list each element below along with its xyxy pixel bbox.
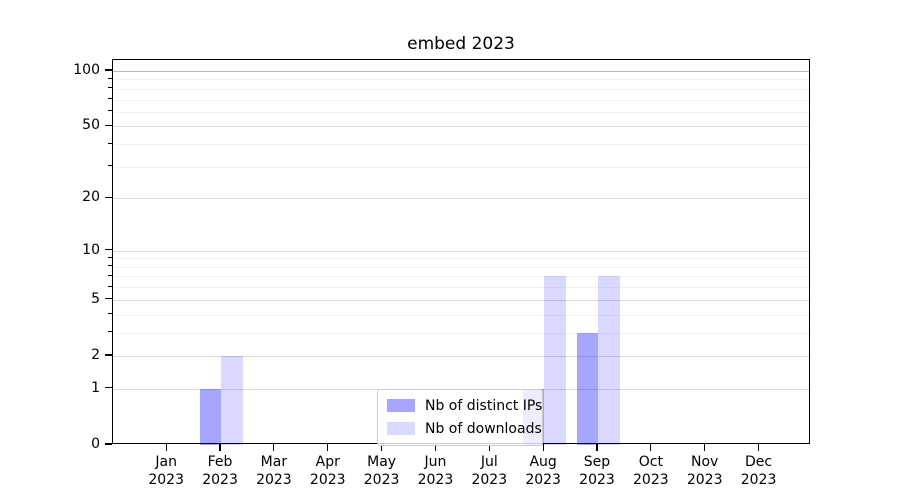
y-axis-tick	[105, 69, 112, 71]
x-axis-tick	[165, 444, 167, 451]
minor-gridline	[113, 314, 809, 316]
y-axis-tick-label: 100	[73, 62, 100, 78]
bar-distinct-ips	[576, 332, 598, 445]
minor-gridline	[113, 332, 809, 334]
y-axis-tick	[105, 249, 112, 251]
y-axis-tick-label: 1	[91, 379, 100, 396]
y-axis-tick-label: 0	[91, 436, 100, 452]
x-axis-tick	[488, 444, 490, 451]
major-gridline	[113, 71, 809, 72]
x-axis-tick-label: Aug 2023	[525, 454, 561, 488]
bar-downloads	[598, 276, 620, 445]
x-axis-tick	[542, 444, 544, 451]
y-axis-minor-tick	[108, 110, 112, 112]
x-axis-tick	[596, 444, 598, 451]
x-axis-tick-label: Sep 2023	[579, 454, 615, 488]
major-gridline	[113, 126, 809, 128]
y-axis-minor-tick	[108, 285, 112, 287]
x-axis-tick-label: Nov 2023	[686, 454, 723, 488]
x-axis-tick	[757, 444, 760, 451]
plot-area	[112, 59, 810, 445]
bar-distinct-ips	[199, 388, 222, 445]
x-axis-tick-label: Dec 2023	[740, 454, 777, 488]
y-axis-tick	[105, 124, 112, 126]
x-axis-tick-label: Jan 2023	[148, 454, 184, 488]
major-gridline	[113, 250, 809, 252]
x-axis-tick	[434, 444, 437, 451]
chart-title: embed 2023	[407, 34, 515, 54]
y-axis-minor-tick	[108, 142, 112, 144]
y-axis-tick	[105, 354, 112, 356]
minor-gridline	[113, 79, 809, 81]
minor-gridline	[113, 111, 809, 113]
y-axis-minor-tick	[108, 274, 112, 276]
x-axis-tick-label: Apr 2023	[309, 454, 346, 488]
y-axis-tick	[105, 387, 112, 389]
y-axis-minor-tick	[108, 256, 112, 258]
y-axis-tick-label: 10	[82, 241, 100, 258]
major-gridline	[113, 299, 809, 301]
minor-gridline	[113, 166, 809, 168]
legend-label: Nb of downloads	[425, 420, 542, 437]
y-axis-minor-tick	[108, 313, 112, 315]
bar-downloads	[544, 276, 566, 445]
x-axis-tick-label: Oct 2023	[633, 454, 669, 488]
x-axis-tick	[381, 444, 383, 451]
minor-gridline	[113, 88, 809, 90]
x-axis-tick-label: Jul 2023	[471, 454, 508, 488]
y-axis-minor-tick	[108, 87, 112, 89]
legend: Nb of distinct IPs Nb of downloads	[377, 389, 543, 446]
y-axis-tick-label: 5	[91, 290, 100, 307]
legend-entry: Nb of distinct IPs	[387, 395, 542, 416]
x-axis-tick-label: May 2023	[363, 454, 400, 488]
x-axis-tick	[219, 444, 221, 451]
y-axis-tick	[105, 443, 112, 445]
y-axis-tick	[105, 298, 112, 300]
major-gridline	[113, 198, 809, 200]
legend-swatch	[387, 399, 415, 412]
y-axis-minor-tick	[108, 331, 112, 333]
y-axis-tick-label: 2	[91, 346, 100, 363]
x-axis-tick-label: Jun 2023	[417, 454, 454, 488]
minor-gridline	[113, 276, 809, 278]
x-axis-tick-label: Feb 2023	[202, 454, 238, 488]
x-axis-tick	[327, 444, 329, 451]
y-axis-minor-tick	[108, 265, 112, 267]
y-axis-minor-tick	[108, 98, 112, 100]
legend-label: Nb of distinct IPs	[425, 397, 543, 414]
x-axis-tick-label: Mar 2023	[256, 454, 292, 488]
y-axis-tick-label: 20	[82, 189, 100, 206]
minor-gridline	[113, 266, 809, 268]
y-axis-tick	[105, 196, 112, 198]
legend-swatch	[387, 422, 415, 435]
major-gridline	[113, 355, 809, 357]
x-axis-tick	[650, 444, 652, 451]
x-axis-tick	[704, 444, 706, 451]
y-axis-minor-tick	[108, 77, 112, 79]
bar-downloads	[221, 355, 243, 445]
y-axis-minor-tick	[108, 165, 112, 167]
legend-entry: Nb of downloads	[387, 418, 542, 439]
minor-gridline	[113, 258, 809, 260]
x-axis-tick	[273, 444, 275, 451]
minor-gridline	[113, 287, 809, 289]
minor-gridline	[113, 144, 809, 146]
minor-gridline	[113, 99, 809, 101]
y-axis-tick-label: 50	[82, 117, 100, 134]
